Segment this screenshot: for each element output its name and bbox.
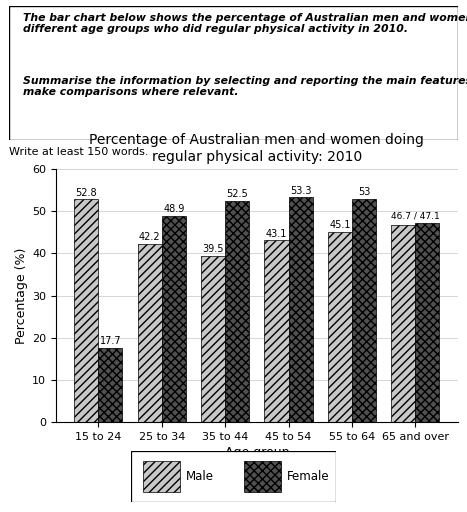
Text: Female: Female: [287, 470, 330, 483]
Text: Write at least 150 words.: Write at least 150 words.: [9, 146, 149, 157]
Bar: [352, 199, 376, 422]
X-axis label: Age group: Age group: [225, 446, 289, 459]
Bar: [391, 225, 415, 422]
FancyBboxPatch shape: [9, 6, 458, 140]
Text: 17.7: 17.7: [99, 336, 121, 346]
Title: Percentage of Australian men and women doing
regular physical activity: 2010: Percentage of Australian men and women d…: [89, 134, 425, 164]
Text: 53: 53: [358, 187, 370, 197]
Bar: [162, 216, 186, 422]
Text: Summarise the information by selecting and reporting the main features, and
make: Summarise the information by selecting a…: [23, 76, 467, 97]
Text: 52.8: 52.8: [76, 188, 97, 198]
Text: 39.5: 39.5: [202, 244, 224, 254]
Text: Male: Male: [186, 470, 214, 483]
Bar: [264, 240, 289, 422]
FancyBboxPatch shape: [131, 451, 336, 502]
Text: 42.2: 42.2: [139, 232, 161, 243]
Bar: [225, 201, 249, 422]
Bar: [244, 461, 281, 492]
Bar: [143, 461, 180, 492]
Bar: [328, 232, 352, 422]
Text: 53.3: 53.3: [290, 185, 311, 196]
Text: 52.5: 52.5: [226, 189, 248, 199]
Y-axis label: Percentage (%): Percentage (%): [15, 247, 28, 344]
Bar: [99, 348, 122, 422]
Bar: [289, 197, 312, 422]
Bar: [415, 223, 439, 422]
Bar: [74, 199, 99, 422]
Text: The bar chart below shows the percentage of Australian men and women in
differen: The bar chart below shows the percentage…: [23, 13, 467, 34]
Text: 45.1: 45.1: [329, 220, 351, 230]
Text: 43.1: 43.1: [266, 229, 287, 239]
Bar: [201, 255, 225, 422]
Text: 46.7 / 47.1: 46.7 / 47.1: [391, 211, 440, 220]
Text: 48.9: 48.9: [163, 204, 184, 214]
Bar: [138, 244, 162, 422]
